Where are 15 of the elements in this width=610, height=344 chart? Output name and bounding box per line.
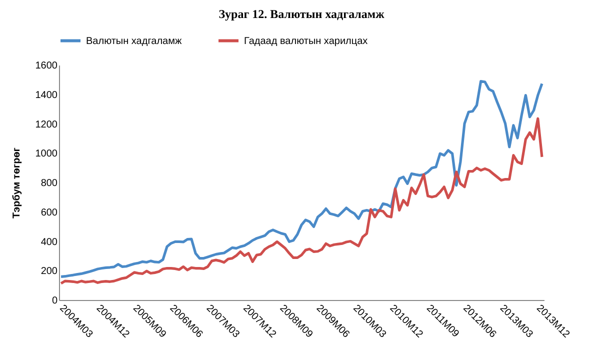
- y-axis-title: Тэрбум төгрөг: [11, 148, 22, 218]
- y-tick-label: 1200: [35, 119, 58, 130]
- y-tick-label: 200: [40, 266, 58, 278]
- line-series: [60, 80, 544, 278]
- y-tick-label: 600: [40, 207, 58, 218]
- y-tick-label: 400: [40, 236, 58, 248]
- chart-title: Зураг 12. Валютын хадгаламж: [218, 7, 385, 21]
- legend-label: Валютын хадгаламж: [86, 36, 182, 47]
- y-tick-label: 1400: [35, 90, 58, 101]
- line-series: [60, 117, 544, 285]
- legend-label: Гадаад валютын харилцах: [244, 36, 368, 47]
- y-tick-label: 0: [52, 296, 58, 306]
- y-tick-label: 800: [40, 178, 58, 189]
- y-tick-label: 1000: [35, 148, 58, 160]
- y-tick-label: 1600: [35, 60, 58, 72]
